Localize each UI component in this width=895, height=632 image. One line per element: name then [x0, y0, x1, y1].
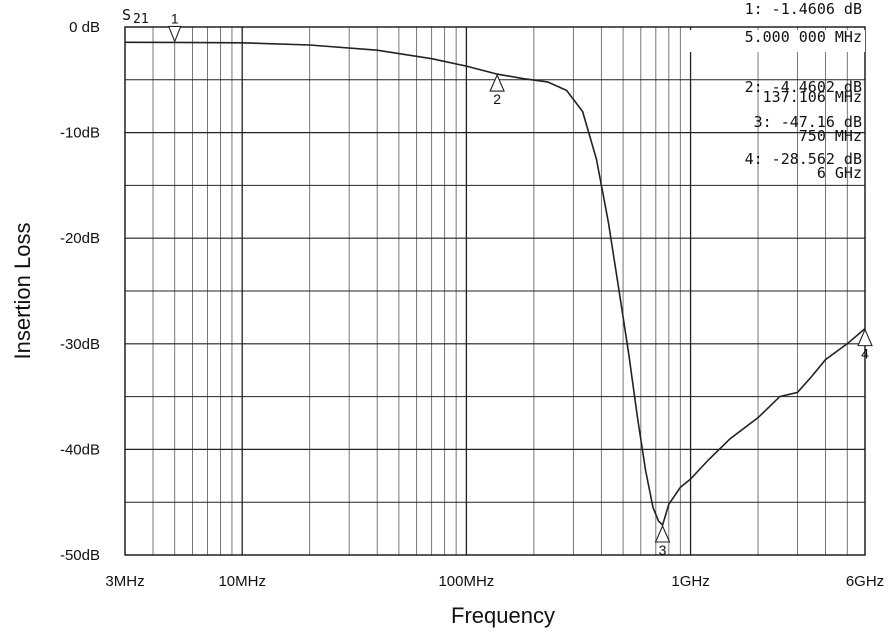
- x-tick-label: 10MHz: [218, 573, 266, 590]
- readout-2-value: 2: -4.4602 dB: [745, 78, 862, 96]
- readout-bg: [682, 30, 865, 52]
- marker-4-icon: [857, 328, 873, 347]
- trace-label-sub: 21: [133, 12, 149, 27]
- s21-trace: [124, 41, 866, 527]
- readout-4-freq: 6 GHz: [817, 164, 862, 182]
- marker-1-icon: [167, 25, 182, 43]
- x-tick-label: 1GHz: [671, 573, 709, 590]
- readout-2-freq: 137.106 MHz: [763, 88, 862, 106]
- y-tick-label: -20dB: [60, 230, 100, 247]
- y-tick-label: -10dB: [60, 125, 100, 142]
- y-axis-label: Insertion Loss: [10, 223, 35, 360]
- marker-3-label: 3: [659, 542, 667, 558]
- trace-label-s: S: [122, 6, 131, 24]
- marker-readout-panel: 1: -1.4606 dB 5.000 000 MHz 2: -4.4602 dB1…: [682, 0, 865, 182]
- readout-4-value: 4: -28.562 dB: [745, 150, 862, 168]
- marker-4-label: 4: [861, 346, 869, 362]
- marker-3-icon: [654, 524, 671, 543]
- y-tick-label: -30dB: [60, 336, 100, 353]
- readout-1-value: 1: -1.4606 dB: [745, 0, 862, 18]
- marker-2-label: 2: [493, 91, 501, 107]
- y-tick-labels: 0 dB -10dB -20dB -30dB -40dB -50dB: [60, 19, 100, 564]
- plot-frame: [124, 26, 866, 556]
- readout-3-freq: 750 MHz: [799, 127, 862, 145]
- y-tick-label: -40dB: [60, 441, 100, 458]
- x-tick-labels: 3MHz 10MHz 100MHz 1GHz 6GHz: [105, 573, 884, 590]
- x-tick-label: 6GHz: [846, 573, 884, 590]
- readout-3-value: 3: -47.16 dB: [754, 113, 862, 131]
- marker-1-label: 1: [171, 10, 179, 26]
- x-tick-label: 100MHz: [438, 573, 494, 590]
- marker-2-icon: [489, 73, 505, 92]
- y-tick-label: -50dB: [60, 547, 100, 564]
- trace-label: S 21: [122, 6, 149, 27]
- readout-1-freq: 5.000 000 MHz: [745, 28, 862, 46]
- y-tick-label: 0 dB: [69, 19, 100, 36]
- markers: 1 2 3 4: [167, 10, 873, 558]
- x-axis-label: Frequency: [451, 603, 555, 628]
- x-tick-label: 3MHz: [105, 573, 144, 590]
